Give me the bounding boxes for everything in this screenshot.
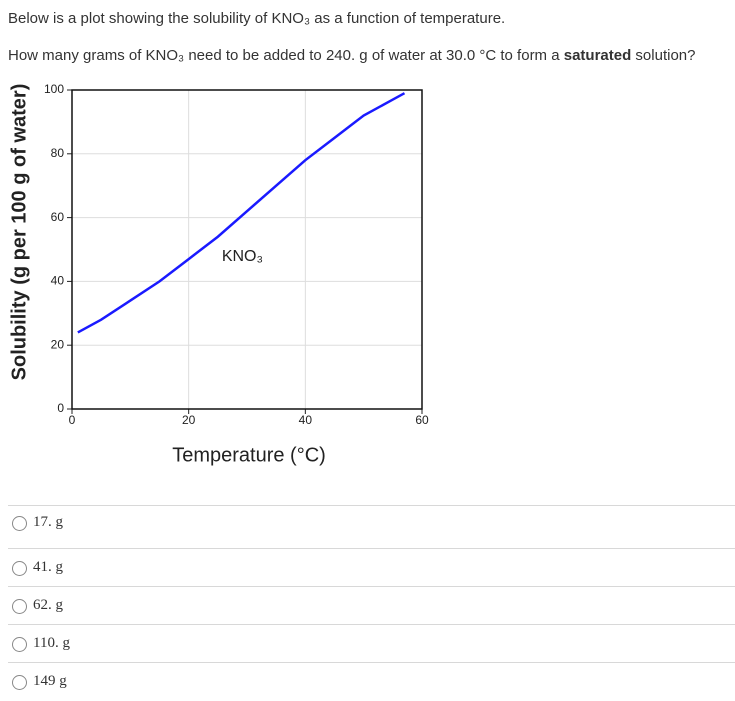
series-label: KNO₃ <box>222 248 263 265</box>
separator <box>8 624 735 625</box>
y-axis-label: Solubility (g per 100 g of water) <box>8 84 30 381</box>
option-label[interactable]: 41. g <box>33 559 63 575</box>
separator <box>8 505 735 506</box>
option-label[interactable]: 149 g <box>33 673 67 689</box>
radio-button[interactable] <box>12 599 27 614</box>
x-tick-label: 60 <box>415 413 429 427</box>
prompt-end: solution? <box>631 47 696 64</box>
option-label[interactable]: 62. g <box>33 597 63 613</box>
x-axis-label: Temperature (°C) <box>172 444 326 466</box>
prompt-bold: saturated <box>563 47 632 64</box>
y-tick-label: 100 <box>44 82 64 96</box>
intro-text: Below is a plot showing the solubility o… <box>8 10 506 27</box>
separator <box>8 586 735 587</box>
prompt-start: How many grams of KNO₃ need to be added … <box>8 47 564 64</box>
radio-button[interactable] <box>12 561 27 576</box>
radio-button[interactable] <box>12 675 27 690</box>
option[interactable]: 41. g <box>8 549 735 587</box>
x-tick-label: 40 <box>299 413 313 427</box>
chart: 0 20 40 60 80 100 0 20 40 60 Temperature (°C) Solub… <box>8 82 429 466</box>
data-line <box>77 92 406 334</box>
option-label[interactable]: 17. g <box>33 514 63 530</box>
option[interactable]: 149 g <box>8 663 735 701</box>
y-tick-label: 20 <box>51 337 65 351</box>
y-tick-label: 40 <box>51 274 65 288</box>
y-tick-label: 0 <box>57 401 64 415</box>
plot-frame <box>71 89 423 410</box>
option[interactable]: 62. g <box>8 587 735 625</box>
radio-button[interactable] <box>12 516 27 531</box>
separator <box>8 662 735 663</box>
y-tick-label: 60 <box>51 210 65 224</box>
x-tick-label: 0 <box>69 413 76 427</box>
option[interactable]: 110. g <box>8 625 735 663</box>
x-tick-label: 20 <box>182 413 196 427</box>
prompt-text: How many grams of KNO₃ need to be added … <box>8 47 695 64</box>
y-tick-label: 80 <box>51 146 65 160</box>
radio-button[interactable] <box>12 637 27 652</box>
option[interactable]: 17. g <box>8 506 735 544</box>
option-label[interactable]: 110. g <box>33 635 70 651</box>
separator <box>8 548 735 549</box>
